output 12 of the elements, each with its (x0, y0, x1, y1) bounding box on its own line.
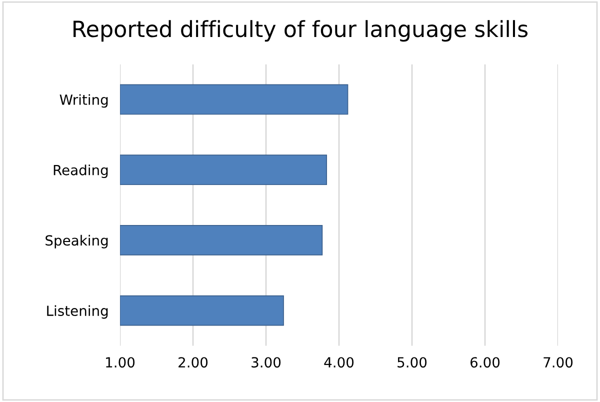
y-tick-label: Listening (47, 305, 108, 319)
x-tick-label: 7.00 (544, 357, 573, 368)
y-tick-label: Speaking (46, 234, 108, 248)
chart-title: Reported difficulty of four language skills (74, 20, 528, 42)
y-tick-label: Reading (54, 164, 108, 178)
x-tick-label: 3.00 (252, 357, 281, 368)
x-tick-label: 6.00 (470, 357, 500, 368)
y-tick-label: Writing (60, 94, 108, 108)
x-tick-label: 4.00 (324, 357, 354, 368)
x-tick-label: 2.00 (178, 357, 208, 368)
x-tick-label: 1.00 (106, 357, 135, 368)
x-tick-label: 5.00 (398, 357, 427, 368)
